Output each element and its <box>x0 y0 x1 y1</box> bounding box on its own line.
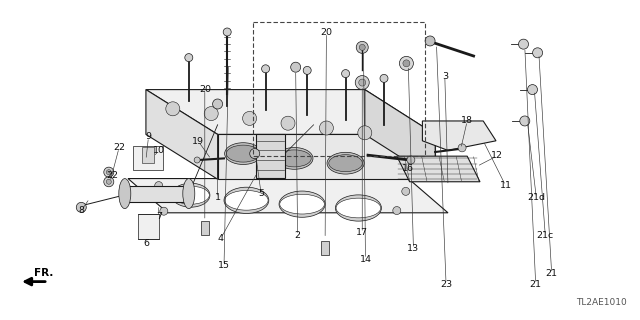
Text: 21: 21 <box>546 269 557 278</box>
Ellipse shape <box>225 190 268 210</box>
Circle shape <box>518 39 529 49</box>
Circle shape <box>342 70 349 78</box>
Circle shape <box>458 144 466 152</box>
Text: 10: 10 <box>153 146 164 155</box>
Circle shape <box>359 44 365 50</box>
Text: 21c: 21c <box>537 231 554 240</box>
Text: FR.: FR. <box>34 268 53 278</box>
Circle shape <box>223 28 231 36</box>
Circle shape <box>104 177 114 187</box>
Circle shape <box>160 207 168 215</box>
Ellipse shape <box>336 198 381 218</box>
Text: 20: 20 <box>321 28 332 37</box>
Ellipse shape <box>276 148 313 169</box>
Polygon shape <box>218 134 435 179</box>
Ellipse shape <box>183 179 195 209</box>
Text: 3: 3 <box>442 72 448 81</box>
Ellipse shape <box>329 155 362 172</box>
Text: 4: 4 <box>218 234 224 243</box>
Circle shape <box>402 187 410 195</box>
Text: 14: 14 <box>360 255 371 264</box>
Ellipse shape <box>227 145 260 162</box>
Text: 1: 1 <box>214 193 221 202</box>
Circle shape <box>166 102 180 116</box>
Ellipse shape <box>225 143 262 164</box>
Ellipse shape <box>119 179 131 209</box>
Ellipse shape <box>279 191 325 217</box>
Ellipse shape <box>335 195 381 221</box>
Bar <box>253 22 425 156</box>
Text: 8: 8 <box>78 206 84 215</box>
Text: 7: 7 <box>156 212 162 221</box>
Circle shape <box>185 53 193 61</box>
Circle shape <box>212 99 223 109</box>
Text: 12: 12 <box>492 151 503 160</box>
Polygon shape <box>142 147 154 163</box>
Bar <box>321 241 329 255</box>
Circle shape <box>303 66 311 74</box>
Polygon shape <box>397 156 480 182</box>
Circle shape <box>106 170 111 175</box>
Circle shape <box>393 207 401 214</box>
Text: 19: 19 <box>193 137 204 146</box>
Circle shape <box>356 41 368 53</box>
Ellipse shape <box>280 194 324 214</box>
Polygon shape <box>138 214 159 239</box>
Text: 18: 18 <box>461 116 473 125</box>
Text: 22: 22 <box>107 171 118 180</box>
Circle shape <box>243 111 257 125</box>
Text: 13: 13 <box>408 244 419 253</box>
Polygon shape <box>146 90 435 134</box>
Circle shape <box>532 48 543 58</box>
Circle shape <box>358 126 372 140</box>
Text: 2: 2 <box>294 231 301 240</box>
Text: 23: 23 <box>440 280 452 289</box>
Text: 6: 6 <box>143 239 149 248</box>
Ellipse shape <box>278 150 311 167</box>
Text: 16: 16 <box>403 164 414 173</box>
Circle shape <box>250 148 260 159</box>
Text: 20: 20 <box>199 85 211 94</box>
Text: 21: 21 <box>530 280 541 289</box>
Text: 5: 5 <box>258 189 264 198</box>
Circle shape <box>291 62 301 72</box>
Circle shape <box>106 179 111 184</box>
Ellipse shape <box>224 187 269 213</box>
Circle shape <box>155 181 163 189</box>
Circle shape <box>355 76 369 90</box>
Polygon shape <box>133 146 163 170</box>
Circle shape <box>527 84 538 95</box>
Polygon shape <box>422 121 496 150</box>
Circle shape <box>380 74 388 82</box>
Circle shape <box>194 157 200 163</box>
Circle shape <box>281 116 295 130</box>
Polygon shape <box>256 134 285 178</box>
Text: 22: 22 <box>113 143 125 152</box>
Circle shape <box>204 107 218 121</box>
Circle shape <box>399 56 413 70</box>
Circle shape <box>262 65 269 73</box>
Polygon shape <box>128 179 448 213</box>
Text: 15: 15 <box>218 261 230 270</box>
Polygon shape <box>146 90 218 179</box>
Circle shape <box>520 116 530 126</box>
Circle shape <box>104 167 114 177</box>
Circle shape <box>403 60 410 67</box>
Polygon shape <box>125 186 189 202</box>
Circle shape <box>359 79 365 86</box>
Polygon shape <box>365 90 435 179</box>
Circle shape <box>425 36 435 46</box>
Text: 17: 17 <box>356 228 368 237</box>
Bar <box>201 221 209 235</box>
Ellipse shape <box>172 183 210 207</box>
Circle shape <box>76 202 86 212</box>
Ellipse shape <box>327 152 364 174</box>
Text: TL2AE1010: TL2AE1010 <box>577 298 627 307</box>
Circle shape <box>319 121 333 135</box>
Text: 11: 11 <box>500 181 511 190</box>
Text: 9: 9 <box>145 132 152 141</box>
Circle shape <box>407 156 415 164</box>
Ellipse shape <box>172 186 209 204</box>
Text: 21d: 21d <box>527 193 545 202</box>
